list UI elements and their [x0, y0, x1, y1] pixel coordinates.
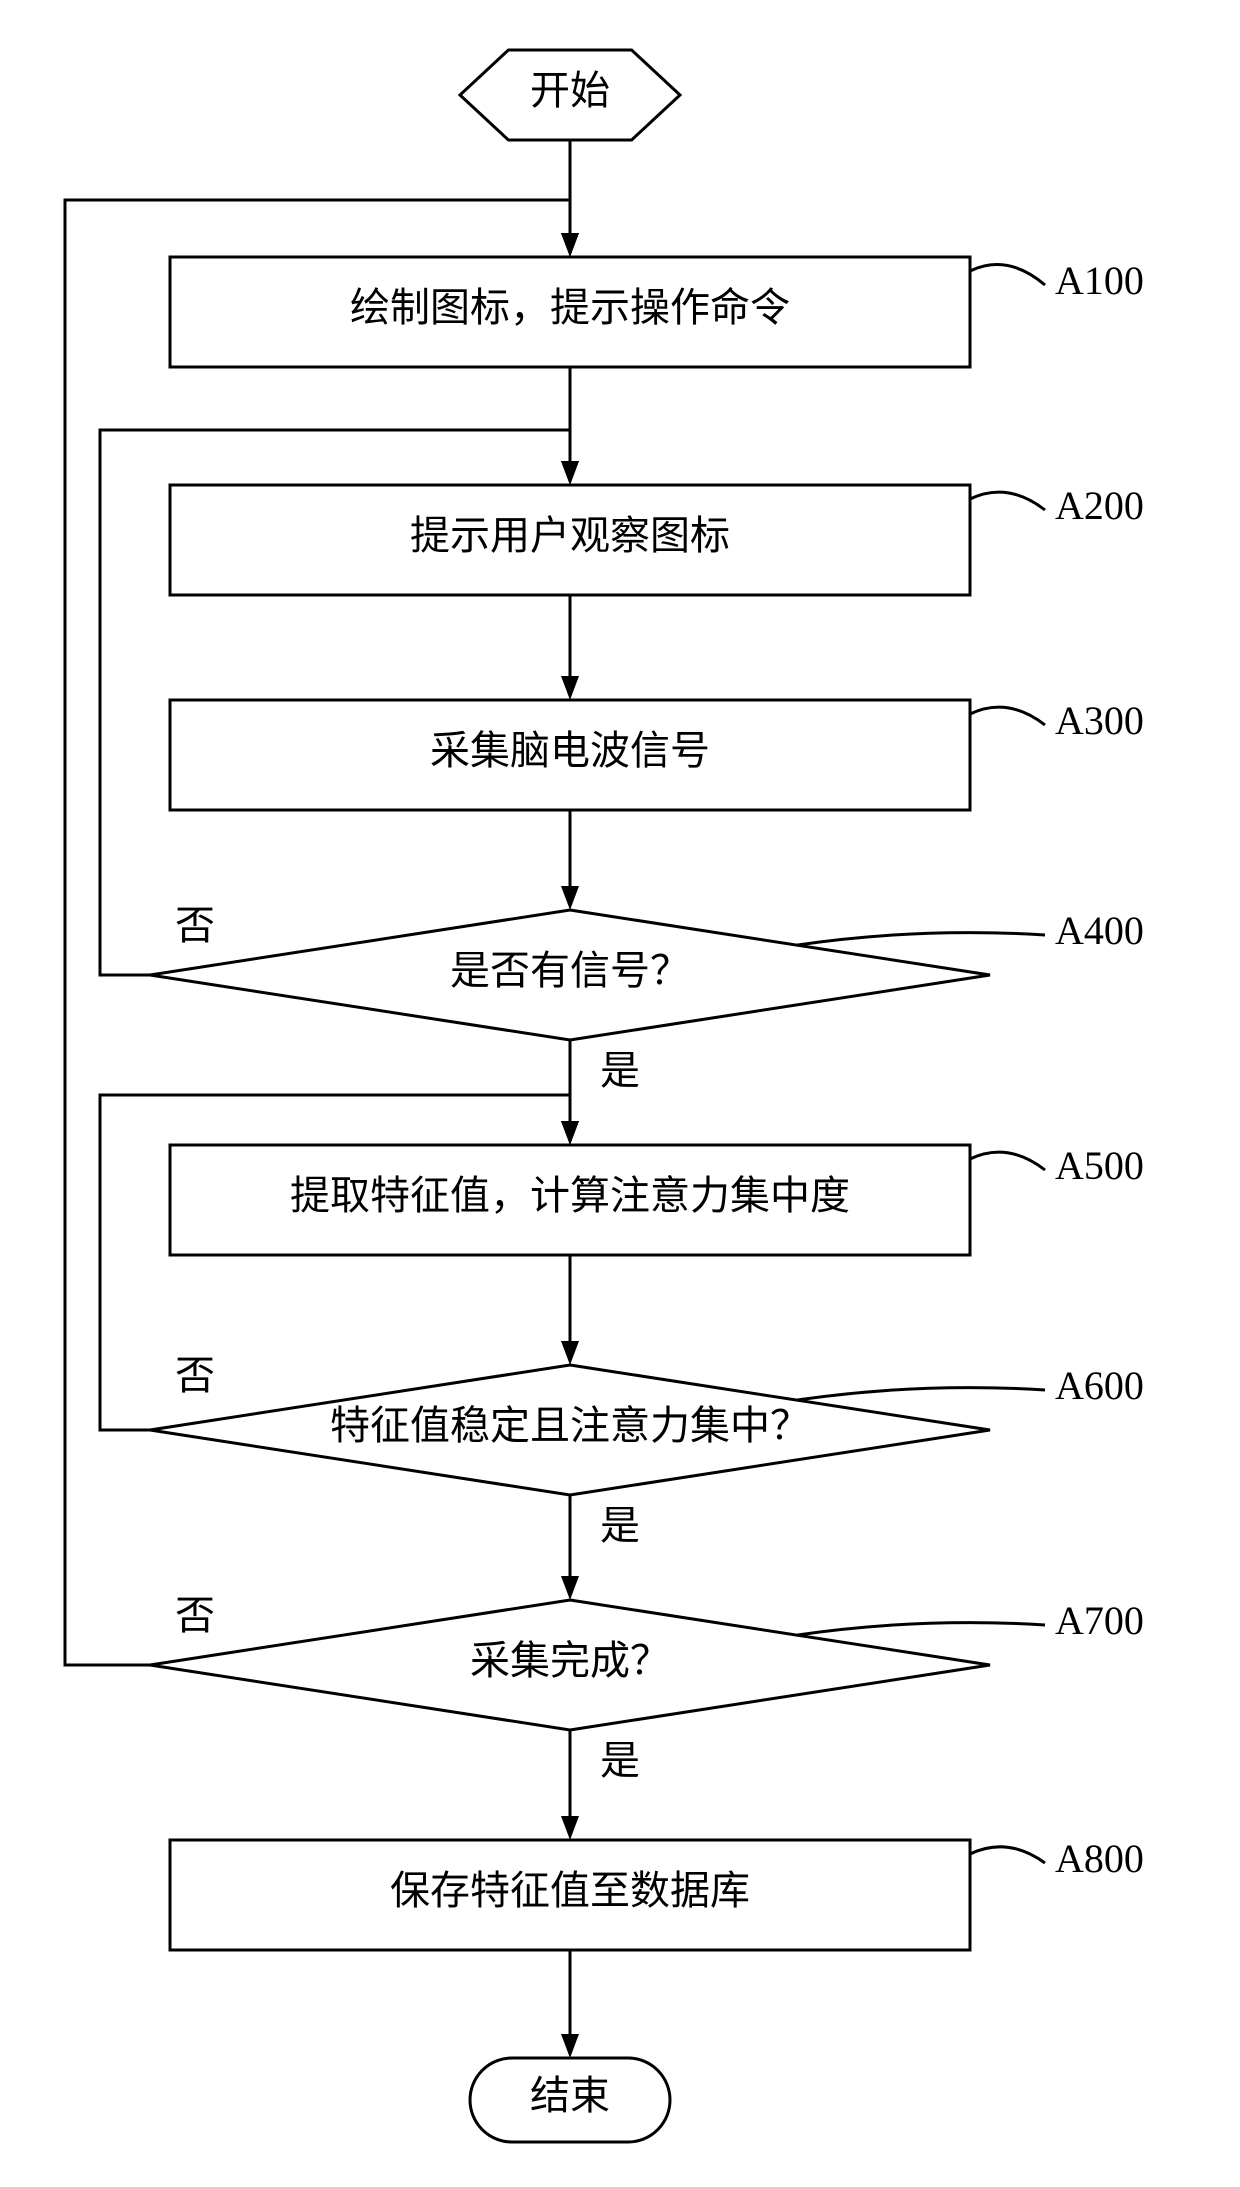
process-label-A200: 提示用户观察图标	[410, 513, 730, 558]
edge-label-A700-A800: 是	[600, 1738, 640, 1783]
leader-A500	[970, 1152, 1045, 1170]
leader-A800	[970, 1847, 1045, 1863]
process-label-A500: 提取特征值，计算注意力集中度	[290, 1173, 850, 1218]
leader-A400	[797, 933, 1045, 946]
id-label-A300: A300	[1055, 698, 1144, 743]
leader-A100	[970, 265, 1045, 285]
decision-label-A400: 是否有信号？	[450, 948, 690, 993]
leader-A700	[797, 1623, 1045, 1636]
start-label: 开始	[530, 68, 610, 113]
edge-label-A400-A200: 否	[175, 903, 215, 948]
id-label-A100: A100	[1055, 258, 1144, 303]
process-label-A800: 保存特征值至数据库	[390, 1868, 750, 1913]
decision-label-A600: 特征值稳定且注意力集中？	[330, 1403, 810, 1448]
leader-A600	[797, 1388, 1045, 1401]
leader-A300	[970, 707, 1045, 725]
end-label: 结束	[530, 2073, 610, 2118]
id-label-A800: A800	[1055, 1836, 1144, 1881]
id-label-A200: A200	[1055, 483, 1144, 528]
id-label-A600: A600	[1055, 1363, 1144, 1408]
process-label-A300: 采集脑电波信号	[430, 728, 710, 773]
edge-label-A600-A500: 否	[175, 1353, 215, 1398]
edge-label-A400-A500: 是	[600, 1048, 640, 1093]
id-label-A400: A400	[1055, 908, 1144, 953]
id-label-A500: A500	[1055, 1143, 1144, 1188]
edge-label-A700-A100: 否	[175, 1593, 215, 1638]
decision-label-A700: 采集完成？	[470, 1638, 670, 1683]
process-label-A100: 绘制图标，提示操作命令	[350, 285, 790, 330]
id-label-A700: A700	[1055, 1598, 1144, 1643]
leader-A200	[970, 492, 1045, 510]
flowchart-diagram: 是是是否否否开始绘制图标，提示操作命令提示用户观察图标采集脑电波信号是否有信号？…	[0, 0, 1240, 2187]
edge-label-A600-A700: 是	[600, 1503, 640, 1548]
